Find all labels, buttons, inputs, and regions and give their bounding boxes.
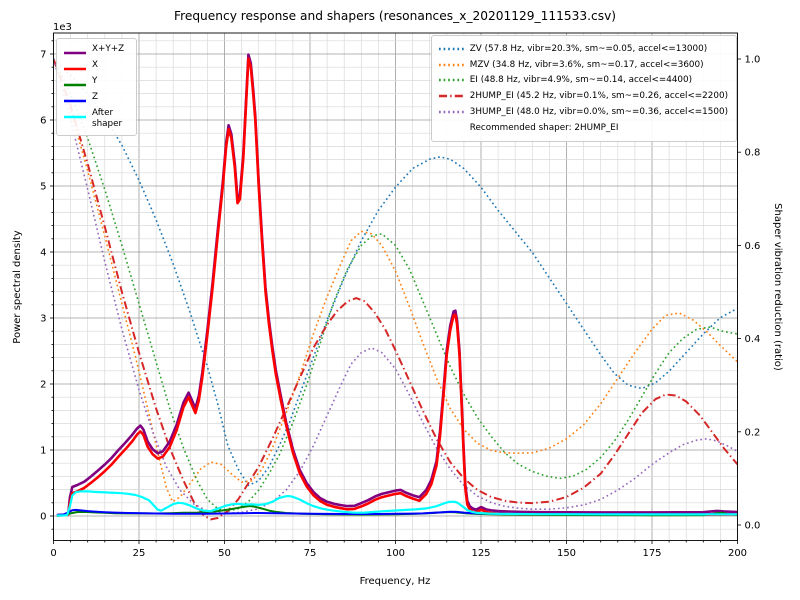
legend-swatch-x (64, 64, 86, 75)
legend-item: X (64, 60, 128, 75)
x-tick-label: 25 (133, 548, 146, 559)
legend-line-sample (64, 67, 86, 71)
x-axis-label: Frequency, Hz (360, 576, 431, 587)
legend-label: 2HUMP_EI (45.2 Hz, vibr=0.1%, sm~=0.26, … (469, 91, 728, 102)
y-left-offset-label: 1e3 (53, 22, 72, 33)
y-right-tick-label: 0.6 (745, 241, 761, 252)
y-left-tick-label: 3 (40, 314, 46, 325)
legend-line-sample (64, 115, 86, 119)
x-tick-label: 150 (557, 548, 576, 559)
x-tick-label: 200 (728, 548, 747, 559)
y-left-axis-label: Power spectral density (12, 230, 23, 343)
series-lines (53, 53, 738, 521)
y-right-tick-label: 0.2 (745, 427, 761, 438)
legend-label: Y (92, 75, 98, 86)
legend-label: MZV (34.8 Hz, vibr=3.6%, sm~=0.17, accel… (469, 59, 704, 70)
y-right-tick-label: 1.0 (745, 55, 761, 66)
y-left-tick-label: 0 (40, 512, 46, 523)
legend-line-sample (64, 99, 86, 103)
legend-label: Z (92, 91, 99, 102)
legend-item: Y (64, 76, 128, 91)
legend-line-sample (438, 63, 464, 66)
x-tick-label: 50 (218, 548, 231, 559)
axis-ticks: 0 25 50 75 100 125 150 175 200 0 1 2 3 4 5 6 7 0.0 0.2 0.4 0… (40, 40, 761, 559)
y-left-tick-label: 4 (40, 248, 46, 259)
legend-line-sample (438, 111, 464, 114)
y-left-tick-label: 6 (40, 116, 46, 127)
legend-item: Z (64, 92, 128, 107)
legend-recommended-shaper: Recommended shaper: 2HUMP_EI (439, 121, 728, 136)
legend-swatch-mzv (438, 60, 464, 71)
x-tick-label: 0 (50, 548, 56, 559)
chart-title: Frequency response and shapers (resonanc… (174, 9, 616, 23)
series-after-shaper (56, 490, 738, 517)
legend-swatch-2hump_ei (438, 91, 464, 102)
legend-swatch-3hump_ei (438, 107, 464, 118)
y-right-axis-label: Shaper vibration reduction (ratio) (772, 203, 783, 371)
grid (53, 33, 738, 541)
legend-item: X+Y+Z (64, 44, 128, 59)
y-left-tick-label: 2 (40, 380, 46, 391)
legend-line-sample (438, 79, 464, 82)
legend-line-sample (438, 95, 464, 98)
legend-line-sample (438, 47, 464, 50)
y-left-tick-label: 7 (40, 50, 46, 61)
legend-swatch-after (64, 112, 86, 123)
legend-swatch-y (64, 80, 86, 91)
series-3hump-ei (53, 58, 738, 515)
legend-item: 2HUMP_EI (45.2 Hz, vibr=0.1%, sm~=0.26, … (438, 89, 728, 104)
legend-item: 3HUMP_EI (48.0 Hz, vibr=0.0%, sm~=0.36, … (438, 105, 728, 120)
series-2hump-ei (53, 58, 738, 521)
legend-swatch-x+y+z (64, 48, 86, 59)
y-right-tick-label: 0.0 (745, 521, 761, 532)
legend-item: MZV (34.8 Hz, vibr=3.6%, sm~=0.17, accel… (438, 57, 728, 72)
y-right-tick-label: 0.8 (745, 148, 761, 159)
x-tick-label: 100 (386, 548, 405, 559)
legend-label: ZV (57.8 Hz, vibr=20.3%, sm~=0.05, accel… (469, 43, 708, 54)
legend-item: EI (48.8 Hz, vibr=4.9%, sm~=0.14, accel<… (438, 73, 728, 88)
series-mzv (53, 58, 738, 503)
x-tick-label: 175 (642, 548, 661, 559)
series-ei (53, 58, 738, 512)
legend-item: ZV (57.8 Hz, vibr=20.3%, sm~=0.05, accel… (438, 42, 728, 57)
legend-line-sample (64, 51, 86, 55)
y-left-tick-label: 1 (40, 446, 46, 457)
legend-psd: X+Y+Z X Y Z After shaper (56, 38, 137, 136)
legend-footer-label: Recommended shaper: 2HUMP_EI (469, 123, 619, 134)
y-right-tick-label: 0.4 (745, 334, 761, 345)
legend-swatch-zv (438, 44, 464, 55)
legend-item: After shaper (64, 108, 128, 130)
y-left-tick-label: 5 (40, 182, 46, 193)
legend-label: EI (48.8 Hz, vibr=4.9%, sm~=0.14, accel<… (469, 75, 693, 86)
series-zv (53, 58, 738, 487)
legend-swatch-ei (438, 75, 464, 86)
legend-label: After shaper (92, 107, 123, 129)
legend-label: 3HUMP_EI (48.0 Hz, vibr=0.0%, sm~=0.36, … (469, 107, 728, 118)
legend-swatch-z (64, 96, 86, 107)
legend-label: X (92, 59, 99, 70)
x-tick-label: 125 (471, 548, 490, 559)
legend-shapers: ZV (57.8 Hz, vibr=20.3%, sm~=0.05, accel… (430, 35, 737, 142)
legend-line-sample (64, 83, 86, 87)
x-tick-label: 75 (304, 548, 317, 559)
series-x (56, 57, 738, 517)
legend-label: X+Y+Z (92, 44, 125, 54)
